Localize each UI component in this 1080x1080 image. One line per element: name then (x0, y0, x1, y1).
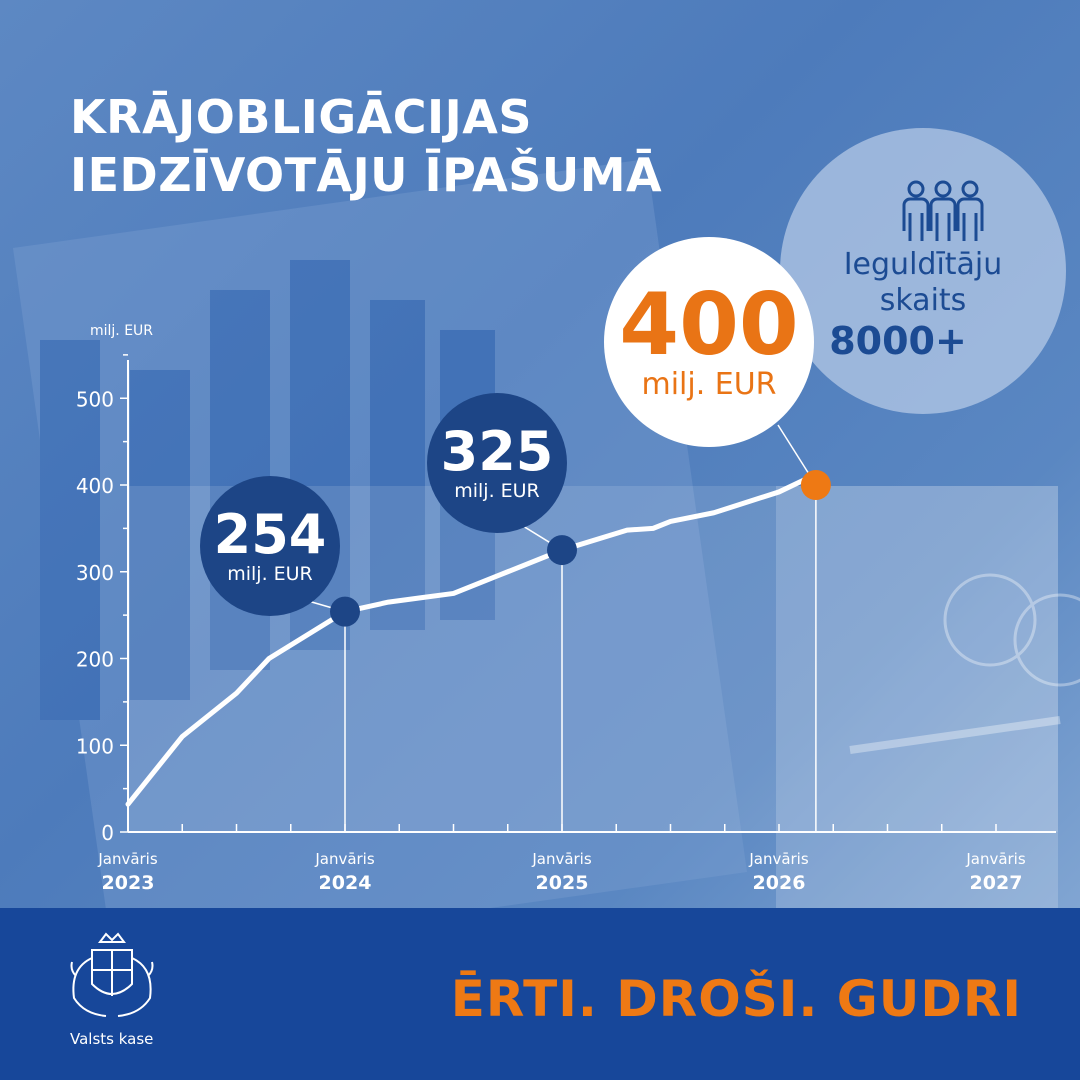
value-bubble-2025: 325 milj. EUR (427, 393, 567, 533)
bubble-unit: milj. EUR (227, 563, 313, 585)
bubble-value: 400 (619, 275, 799, 375)
investors-count: 8000+ (829, 319, 967, 363)
highlight-points (330, 470, 831, 627)
bubble-value: 254 (213, 503, 327, 566)
title-line-1: KRĀJOBLIGĀCIJAS (70, 90, 532, 144)
y-axis-label: milj. EUR (90, 323, 153, 339)
y-tick-label: 100 (76, 734, 114, 758)
y-tick-label: 300 (76, 561, 114, 585)
investors-label-1: Ieguldītāju (843, 247, 1003, 282)
bubble-unit: milj. EUR (454, 480, 540, 502)
value-bubble-2024: 254 milj. EUR (200, 476, 340, 616)
x-tick-year: 2026 (753, 872, 806, 894)
chart-axes (127, 360, 1056, 833)
value-bubble-2026: 400 milj. EUR (604, 237, 814, 447)
highlight-point (800, 470, 831, 500)
x-tick-label: Janvāris (314, 850, 375, 868)
page-title: KRĀJOBLIGĀCIJAS IEDZĪVOTĀJU ĪPAŠUMĀ (70, 88, 662, 204)
x-tick-label: Janvāris (97, 850, 158, 868)
series-line (125, 473, 815, 807)
x-ticks: Janvāris 2023 Janvāris 2024 Janvāris 2025 Janv… (97, 824, 1026, 894)
x-tick-label: Janvāris (748, 850, 809, 868)
bubble-value: 325 (440, 420, 554, 483)
investors-bubble: Ieguldītāju skaits 8000+ (780, 128, 1066, 414)
x-tick-year: 2023 (102, 872, 155, 894)
investors-label-2: skaits (879, 283, 967, 318)
y-ticks: 0 100 200 300 400 500 (76, 354, 128, 845)
logo-text: Valsts kase (70, 1030, 154, 1048)
highlight-point (547, 535, 577, 566)
x-tick-label: Janvāris (531, 850, 592, 868)
y-tick-label: 200 (76, 648, 114, 672)
title-line-2: IEDZĪVOTĀJU ĪPAŠUMĀ (70, 148, 663, 202)
x-tick-label: Janvāris (965, 850, 1026, 868)
slogan: ĒRTI. DROŠI. GUDRI (450, 970, 1022, 1028)
x-tick-year: 2027 (970, 872, 1023, 894)
people-icon (902, 180, 984, 241)
x-tick-year: 2025 (536, 872, 589, 894)
highlight-point (330, 596, 360, 627)
bubble-unit: milj. EUR (641, 367, 777, 402)
y-tick-label: 0 (101, 821, 114, 845)
series-lines (125, 473, 815, 807)
y-tick-label: 400 (76, 474, 114, 498)
footer-band (0, 908, 1080, 1080)
x-tick-year: 2024 (319, 872, 372, 894)
y-tick-label: 500 (76, 387, 114, 411)
coat-of-arms-icon (70, 932, 154, 1017)
